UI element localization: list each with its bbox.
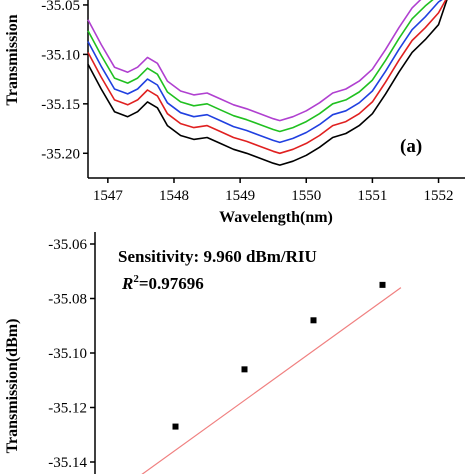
r-squared-annotation: R2=0.97696 [121,273,204,293]
panel-a-series-line [87,0,434,133]
panel-b-y-tick-label: -35.14 [48,455,87,471]
panel-a-y-tick-label: -35.15 [41,97,80,113]
panel-a-x-tick-label: 1548 [159,188,189,204]
panel-a-y-tick-label: -35.05 [41,0,80,14]
panel-b-y-tick-label: -35.06 [48,237,87,253]
panel-a-series-line [87,0,422,122]
panel-b-y-axis-label: Transmission(dBm) [4,319,21,454]
panel-a-x-tick-label: 1547 [93,188,124,204]
panel-a-line-chart: -35.05 -35.10 -35.15 -35.20 1547 1548 1549 155… [4,0,465,226]
panel-a-y-tick-label: -35.20 [41,146,80,162]
data-point [172,423,179,430]
fit-line [141,287,402,474]
panel-a-y-tick-label: -35.10 [41,47,80,63]
panel-a-label: (a) [400,136,422,157]
panel-a-series-line [87,0,448,166]
panel-a-x-tick-label: 1549 [225,188,255,204]
panel-a-series-line [87,0,447,155]
panel-a-x-tick-label: 1551 [357,188,387,204]
panel-b-y-tick-label: -35.08 [48,292,87,308]
panel-a-x-tick-label: 1550 [291,188,321,204]
sensitivity-annotation: Sensitivity: 9.960 dBm/RIU [118,247,317,266]
data-point [310,317,317,324]
panel-b-y-tick-label: -35.10 [48,346,87,362]
panel-b-y-tick-label: -35.12 [48,401,87,417]
panel-a-y-axis-label: Transmission [4,14,21,105]
data-point [379,281,386,288]
panel-a-x-tick-label: 1552 [424,188,454,204]
panel-a-x-axis-label: Wavelength(nm) [219,209,333,226]
panel-a-series-line [87,0,443,144]
data-point [241,366,248,373]
panel-b-scatter-chart: -35.06 -35.08 -35.10 -35.12 -35.14 Transmiss… [4,232,402,474]
